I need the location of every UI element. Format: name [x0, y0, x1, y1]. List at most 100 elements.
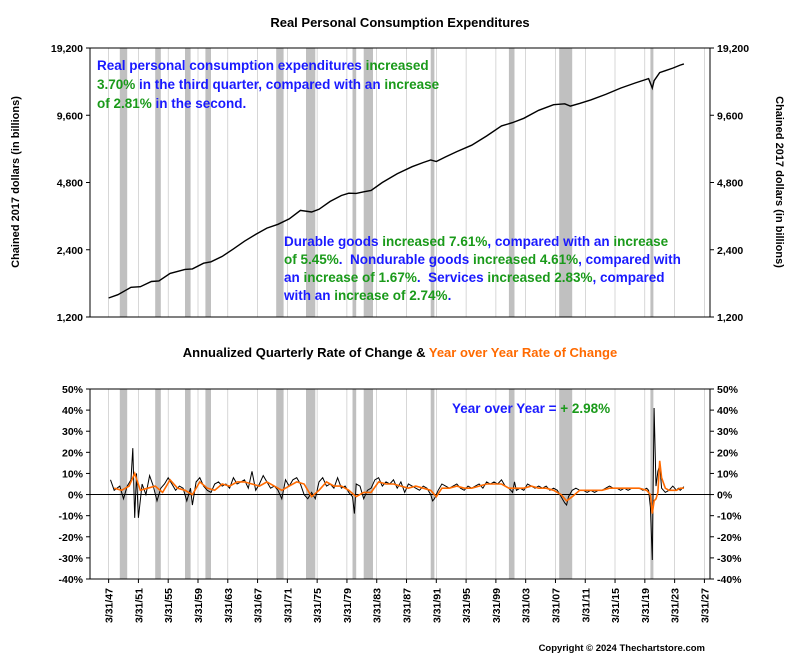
- top-annotation-overall: Real personal consumption expenditures i…: [97, 58, 440, 111]
- annotation-line: 3.70% in the third quarter, compared wit…: [97, 77, 440, 92]
- y-tick-label-right: -40%: [717, 574, 742, 586]
- annotation-line: of 2.81% in the second.: [97, 96, 246, 111]
- copyright-text: Copyright © 2024 Thechartstore.com: [539, 643, 705, 654]
- y-tick-label-right: 40%: [717, 405, 739, 417]
- annotation-segment: in the second.: [152, 96, 247, 111]
- y-tick-label-left: 20%: [62, 447, 84, 459]
- x-tick-label: 3/31/87: [402, 588, 414, 623]
- recession-band: [363, 389, 373, 579]
- recession-band: [352, 389, 357, 579]
- y-tick-label-left: 10%: [62, 468, 84, 480]
- x-tick-label: 3/31/55: [163, 588, 175, 623]
- annotation-segment: increased 7.61%: [382, 234, 487, 249]
- recession-band: [559, 389, 573, 579]
- top-right-axis-label: Chained 2017 dollars (in billions): [773, 96, 785, 268]
- y-tick-label-left: 4,800: [57, 178, 83, 190]
- y-tick-label-right: 2,400: [717, 245, 743, 257]
- top-vertical-grid: [108, 48, 705, 317]
- y-tick-label-right: -20%: [717, 532, 742, 544]
- x-tick-label: 3/31/63: [223, 588, 235, 623]
- recession-band: [185, 48, 191, 317]
- y-tick-label-left: 40%: [62, 405, 84, 417]
- x-tick-label: 3/31/71: [282, 588, 294, 623]
- recession-band: [276, 48, 284, 317]
- annotation-segment: , compared: [592, 270, 664, 285]
- annotation-segment: Real personal consumption expenditures: [97, 58, 366, 73]
- annotation-segment: 3.70%: [97, 77, 135, 92]
- recession-band: [306, 389, 316, 579]
- y-tick-label-right: 50%: [717, 384, 739, 396]
- y-tick-label-right: 10%: [717, 468, 739, 480]
- y-tick-label-left: -40%: [58, 574, 83, 586]
- x-tick-label: 3/31/67: [253, 588, 265, 623]
- annotation-line: an increase of 1.67%. Services increased…: [284, 270, 665, 285]
- y-tick-label-right: 1,200: [717, 312, 743, 324]
- bottom-series-yoy-line: [113, 460, 684, 514]
- x-tick-label: 3/31/95: [461, 588, 473, 623]
- top-recession-bands: [119, 48, 654, 317]
- y-tick-label-right: 30%: [717, 426, 739, 438]
- annotation-segment: Year over Year Rate of Change: [429, 345, 617, 360]
- bottom-annotation-yoy: Year over Year = + 2.98%: [452, 401, 610, 416]
- bottom-recession-bands: [119, 389, 654, 579]
- y-tick-label-left: 0%: [68, 490, 84, 502]
- y-tick-label-right: 19,200: [717, 43, 749, 55]
- annotation-line: Annualized Quarterly Rate of Change & Ye…: [183, 345, 617, 360]
- recession-band: [363, 48, 373, 317]
- top-right-axis-ticks: 1,200 2,400 4,800 9,600 19,200: [710, 43, 749, 324]
- annotation-segment: increase of 2.74%: [334, 288, 447, 303]
- y-tick-label-left: 30%: [62, 426, 84, 438]
- recession-band: [559, 48, 573, 317]
- bottom-plot-frame: [89, 388, 711, 580]
- annotation-segment: increase of 1.67%: [304, 270, 417, 285]
- x-tick-label: 3/31/79: [342, 588, 354, 623]
- annotation-segment: Durable goods: [284, 234, 382, 249]
- x-tick-label: 3/31/75: [312, 588, 324, 623]
- annotation-line: of 5.45%. Nondurable goods increased 4.6…: [284, 252, 681, 267]
- recession-band: [276, 389, 284, 579]
- recession-band: [155, 389, 161, 579]
- y-tick-label-right: 4,800: [717, 178, 743, 190]
- annotation-segment: an: [284, 270, 304, 285]
- recession-band: [205, 48, 211, 317]
- x-tick-label: 3/31/15: [610, 588, 622, 623]
- top-left-axis-label: Chained 2017 dollars (in billions): [10, 96, 22, 268]
- y-tick-label-right: 9,600: [717, 110, 743, 122]
- annotation-segment: with an: [283, 288, 334, 303]
- x-tick-label: 3/31/07: [551, 588, 563, 623]
- y-tick-label-right: -30%: [717, 553, 742, 565]
- recession-band: [352, 48, 357, 317]
- y-tick-label-right: -10%: [717, 511, 742, 523]
- top-chart-title: Real Personal Consumption Expenditures: [270, 15, 529, 30]
- annotation-segment: increase: [613, 234, 668, 249]
- y-tick-label-left: 1,200: [57, 312, 83, 324]
- recession-band: [119, 48, 128, 317]
- x-tick-label: 3/31/23: [670, 588, 682, 623]
- y-tick-label-left: 50%: [62, 384, 84, 396]
- y-tick-label-left: 2,400: [57, 245, 83, 257]
- annotation-segment: in the third quarter, compared with an: [135, 77, 384, 92]
- annotation-segment: increased 4.61%: [473, 252, 578, 267]
- x-tick-label: 3/31/47: [104, 588, 116, 623]
- recession-band: [119, 389, 128, 579]
- recession-band: [205, 389, 211, 579]
- x-tick-label: 3/31/59: [193, 588, 205, 623]
- recession-band: [185, 389, 191, 579]
- x-tick-label: 3/31/99: [491, 588, 503, 623]
- annotation-segment: of 5.45%: [284, 252, 339, 267]
- y-tick-label-left: 19,200: [51, 43, 83, 55]
- top-left-axis-ticks: 1,200 2,400 4,800 9,600 19,200: [51, 43, 90, 324]
- y-tick-label-left: 9,600: [57, 110, 83, 122]
- annotation-line: Durable goods increased 7.61%, compared …: [284, 234, 669, 249]
- annotation-segment: . Nondurable goods: [339, 252, 473, 267]
- bottom-right-axis-ticks: 50% 40% 30% 20% 10% 0% -10% -20% -30% -40%: [710, 384, 742, 586]
- annotation-segment: increased 2.83%: [487, 270, 592, 285]
- recession-band: [650, 389, 654, 579]
- x-tick-label: 3/31/91: [431, 588, 443, 623]
- annotation-segment: Annualized Quarterly Rate of Change &: [183, 345, 429, 360]
- recession-band: [155, 48, 161, 317]
- y-tick-label-left: -20%: [58, 532, 83, 544]
